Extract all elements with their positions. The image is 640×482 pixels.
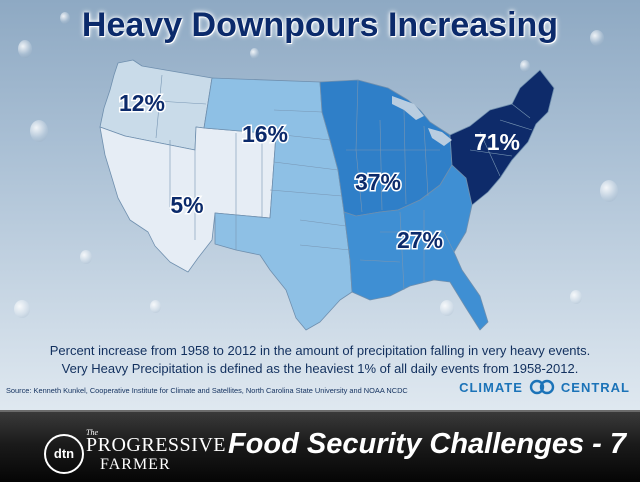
region-label-northwest: 12%	[119, 90, 165, 116]
region-label-northeast: 71%	[474, 129, 520, 155]
caption-line-2: Very Heavy Precipitation is defined as t…	[61, 361, 579, 376]
raindrop	[60, 12, 70, 24]
progressive-farmer-line-1: PROGRESSIVE	[86, 434, 226, 456]
map-slide: 12% 16% 5% 37% 27% 71% Heavy Downpours Increa…	[0, 0, 640, 410]
progressive-farmer-the: The	[86, 428, 98, 437]
great-lakes	[392, 96, 452, 146]
climate-central-right: CENTRAL	[560, 379, 630, 395]
state-borders	[139, 74, 533, 291]
region-southwest	[99, 126, 277, 273]
caption-line-1: Percent increase from 1958 to 2012 in th…	[49, 343, 591, 358]
raindrop	[250, 48, 259, 59]
raindrop	[440, 300, 454, 316]
raindrop	[570, 290, 582, 304]
caption: Percent increase from 1958 to 2012 in th…	[0, 342, 640, 378]
region-northeast	[449, 69, 555, 206]
region-label-southwest: 5%	[170, 192, 203, 218]
raindrop	[18, 40, 32, 58]
region-label-midwest: 37%	[355, 169, 401, 195]
source-note: Source: Kenneth Kunkel, Cooperative Inst…	[6, 386, 408, 395]
raindrop	[80, 250, 92, 264]
climate-central-icon	[529, 379, 555, 395]
us-precipitation-map: 12% 16% 5% 37% 27% 71%	[99, 59, 555, 331]
raindrop	[520, 60, 530, 72]
raindrop	[590, 30, 604, 46]
region-southeast	[343, 164, 489, 331]
climate-central-left: CLIMATE	[459, 379, 523, 395]
raindrop	[14, 300, 30, 318]
raindrop	[150, 300, 161, 313]
region-label-southeast: 27%	[397, 227, 443, 253]
region-label-great-plains: 16%	[242, 121, 288, 147]
footer-bar: dtn The PROGRESSIVE FARMER Food Security…	[0, 410, 640, 482]
page-title: Heavy Downpours Increasing	[81, 6, 559, 44]
progressive-farmer-line-2: FARMER	[100, 456, 171, 473]
raindrop	[30, 120, 48, 142]
climate-central-logo: CLIMATE CENTRAL	[459, 379, 630, 395]
slide-title: Food Security Challenges - 7	[227, 428, 626, 460]
dtn-logo: dtn	[44, 434, 84, 474]
raindrop	[600, 180, 618, 202]
